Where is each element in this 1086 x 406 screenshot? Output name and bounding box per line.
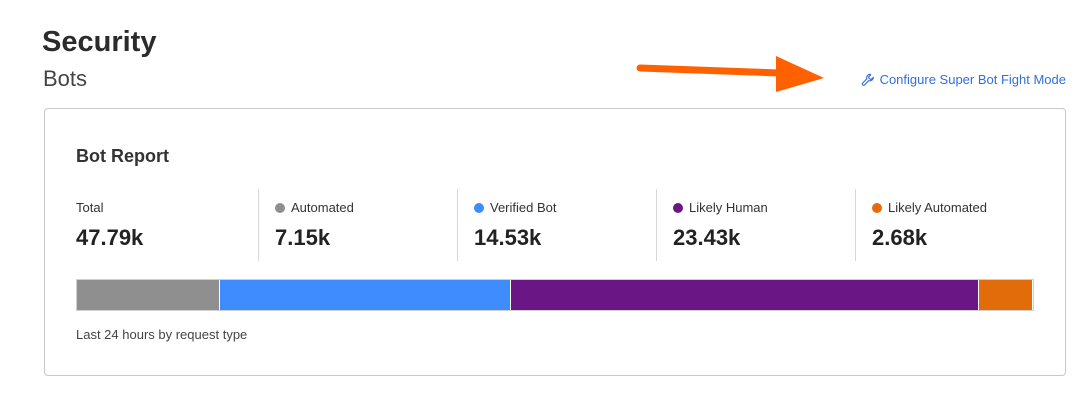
bar-segment-likely-automated[interactable] [978, 280, 1033, 310]
stat-value: 7.15k [275, 225, 331, 250]
page-title: Security [42, 26, 157, 58]
stat-likely-automated: Likely Automated 2.68k [855, 189, 1054, 261]
stat-label: Likely Human [689, 200, 768, 215]
stat-label: Likely Automated [888, 200, 988, 215]
stat-label: Automated [291, 200, 354, 215]
bar-segment-verified-bot[interactable] [220, 280, 511, 310]
stat-verified-bot: Verified Bot 14.53k [457, 189, 656, 261]
bot-report-title: Bot Report [76, 146, 169, 166]
legend-dot-icon [872, 202, 882, 213]
legend-dot-icon [474, 202, 484, 213]
wrench-icon [861, 73, 874, 86]
stat-value: 23.43k [673, 225, 741, 250]
bot-report-card: Bot Report Total 47.79k Automated 7.15k … [44, 108, 1066, 376]
legend-dot-icon [673, 202, 683, 213]
configure-link-label: Configure Super Bot Fight Mode [879, 72, 1066, 87]
annotation-arrow-icon [636, 56, 824, 92]
stat-automated: Automated 7.15k [258, 189, 457, 261]
configure-super-bot-fight-mode-link[interactable]: Configure Super Bot Fight Mode [861, 72, 1066, 87]
stats-row: Total 47.79k Automated 7.15k Verified Bo… [76, 189, 1054, 261]
stat-label: Total [76, 200, 104, 215]
stat-value: 2.68k [872, 225, 928, 250]
stat-label: Verified Bot [490, 200, 557, 215]
bar-segment-automated[interactable] [77, 280, 221, 310]
stat-value: 14.53k [474, 225, 542, 250]
stat-total: Total 47.79k [76, 189, 258, 261]
stat-value: 47.79k [76, 225, 144, 250]
page-subtitle: Bots [43, 66, 88, 91]
request-type-bar [76, 279, 1034, 311]
stat-likely-human: Likely Human 23.43k [656, 189, 855, 261]
legend-dot-icon [275, 202, 285, 213]
bar-segment-likely-human[interactable] [510, 280, 979, 310]
bar-caption: Last 24 hours by request type [76, 327, 248, 342]
